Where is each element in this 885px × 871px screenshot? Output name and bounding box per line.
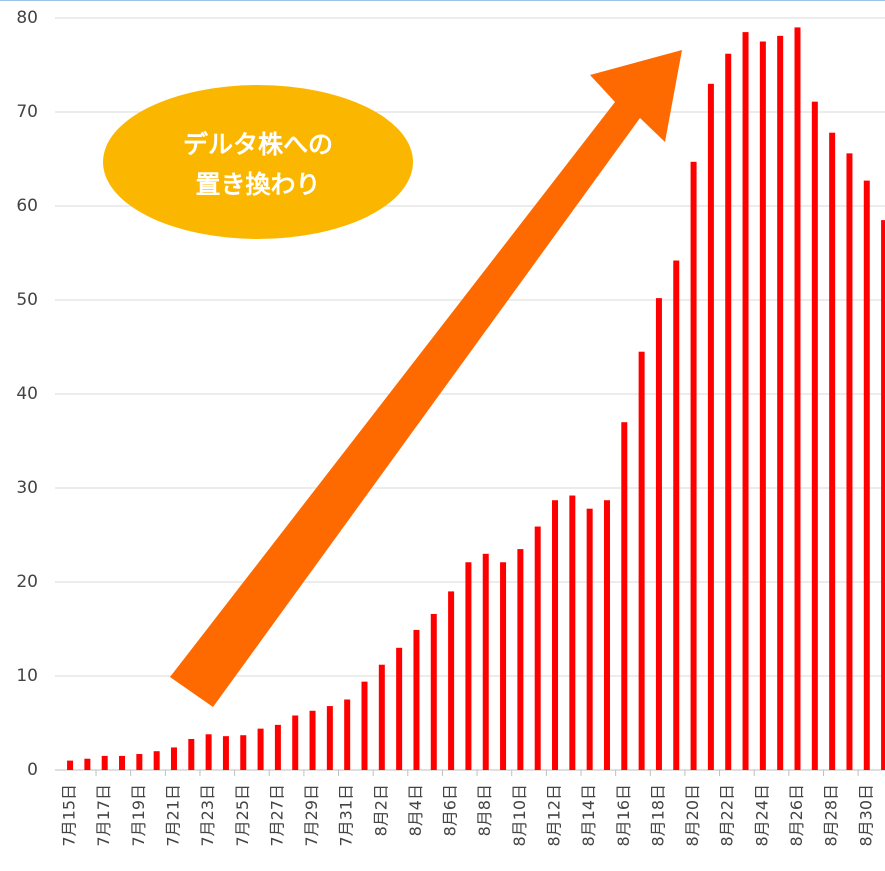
x-tick-label: 8月12日 <box>545 784 564 847</box>
x-tick-label: 8月28日 <box>822 784 841 847</box>
bar <box>101 755 108 770</box>
x-tick-label: 7月25日 <box>233 784 252 847</box>
bar <box>465 562 472 770</box>
bar <box>569 495 576 770</box>
bar <box>257 728 264 770</box>
bar <box>655 298 662 770</box>
bar <box>67 760 74 770</box>
bar <box>759 41 766 770</box>
bar <box>621 422 628 770</box>
bar <box>136 754 143 770</box>
bar <box>222 736 229 770</box>
x-tick-label: 8月10日 <box>510 784 529 847</box>
bar <box>794 27 801 770</box>
x-tick-label: 8月18日 <box>648 784 667 847</box>
x-tick-label: 7月27日 <box>267 784 286 847</box>
x-tick-label: 8月24日 <box>752 784 771 847</box>
annotation-line: 置き換わり <box>195 170 320 199</box>
bar <box>690 161 697 770</box>
y-tick-label: 40 <box>16 384 38 404</box>
bar <box>586 508 593 770</box>
y-tick-label: 50 <box>16 290 38 310</box>
bar <box>292 715 299 770</box>
annotation-line: デルタ株への <box>183 130 333 159</box>
x-tick-label: 7月23日 <box>198 784 217 847</box>
bar <box>361 681 368 770</box>
bar <box>170 747 177 770</box>
x-tick-label: 7月31日 <box>337 784 356 847</box>
x-tick-label: 7月19日 <box>129 784 148 847</box>
y-tick-label: 60 <box>16 196 38 216</box>
bar <box>742 32 749 771</box>
bar <box>534 526 541 770</box>
bar <box>84 758 91 770</box>
bar <box>881 220 885 771</box>
bar <box>413 629 420 770</box>
x-tick-label: 8月14日 <box>579 784 598 847</box>
bar <box>707 83 714 771</box>
x-tick-label: 8月30日 <box>856 784 875 847</box>
bar <box>829 132 836 770</box>
bar <box>240 735 247 770</box>
y-tick-label: 30 <box>16 478 38 498</box>
bar <box>153 751 160 770</box>
bar <box>430 613 437 770</box>
x-tick-label: 7月17日 <box>94 784 113 847</box>
trend-arrow <box>170 50 682 707</box>
x-tick-label: 8月2日 <box>371 784 390 836</box>
x-tick-label: 7月15日 <box>60 784 79 847</box>
x-tick-label: 8月16日 <box>614 784 633 847</box>
y-tick-label: 20 <box>16 572 38 592</box>
bar <box>482 553 489 770</box>
bar <box>188 738 195 770</box>
bar <box>552 500 559 770</box>
x-tick-label: 7月21日 <box>163 784 182 847</box>
x-tick-label: 8月26日 <box>787 784 806 847</box>
bar <box>119 755 126 770</box>
y-tick-label: 10 <box>16 666 38 686</box>
bar <box>673 260 680 770</box>
bar <box>725 53 732 771</box>
bar <box>326 706 333 770</box>
bar <box>517 549 524 770</box>
bar <box>777 35 784 771</box>
bar <box>811 101 818 770</box>
bar <box>863 180 870 770</box>
bar <box>603 500 610 770</box>
bar <box>344 699 351 770</box>
x-tick-label: 8月4日 <box>406 784 425 836</box>
y-tick-label: 0 <box>27 760 38 780</box>
bar <box>205 734 212 770</box>
x-tick-label: 8月8日 <box>475 784 494 836</box>
bar <box>309 710 316 770</box>
x-tick-label: 8月6日 <box>441 784 460 836</box>
bar <box>846 153 853 771</box>
x-tick-label: 7月29日 <box>302 784 321 847</box>
x-tick-label: 8月20日 <box>683 784 702 847</box>
bar <box>396 647 403 770</box>
bar <box>274 724 281 770</box>
y-tick-label: 80 <box>16 8 38 28</box>
bar <box>638 351 645 770</box>
bar <box>448 591 455 770</box>
bar <box>500 562 507 770</box>
annotation-bubble <box>103 85 413 239</box>
x-tick-label: 8月22日 <box>718 784 737 847</box>
bars <box>67 27 885 771</box>
bar <box>378 664 385 770</box>
y-tick-label: 70 <box>16 102 38 122</box>
